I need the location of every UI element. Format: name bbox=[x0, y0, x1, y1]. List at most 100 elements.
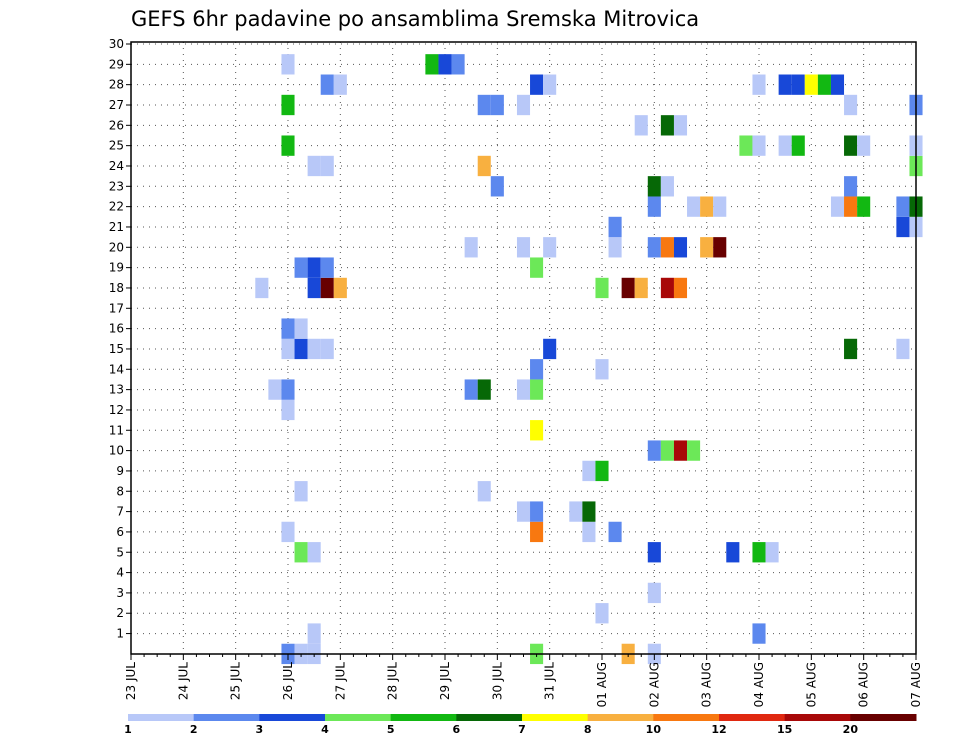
y-tick-label: 29 bbox=[109, 57, 124, 71]
precip-cell bbox=[307, 338, 321, 360]
precip-cell bbox=[673, 440, 688, 461]
precip-cell bbox=[281, 338, 295, 360]
y-tick-label: 10 bbox=[109, 444, 124, 458]
x-tick-label: 05 AUG bbox=[804, 662, 818, 707]
y-tick-label: 15 bbox=[109, 342, 124, 356]
colorbar-tick-label: 10 bbox=[646, 723, 662, 736]
y-tick-label: 13 bbox=[109, 383, 124, 397]
precip-cell bbox=[752, 135, 766, 156]
precip-cell bbox=[673, 115, 688, 136]
y-tick-label: 7 bbox=[116, 505, 124, 519]
precip-cell bbox=[516, 379, 531, 400]
y-tick-label: 5 bbox=[116, 545, 124, 559]
precip-cell bbox=[530, 420, 544, 441]
precip-cell bbox=[307, 542, 321, 563]
precip-cell bbox=[896, 338, 910, 360]
precip-cell bbox=[765, 542, 779, 563]
precip-cell bbox=[530, 379, 544, 400]
precip-cell bbox=[530, 359, 544, 380]
y-tick-label: 28 bbox=[109, 78, 124, 92]
precip-cell bbox=[752, 74, 766, 95]
colorbar-tick-label: 1 bbox=[124, 723, 132, 736]
precip-cell bbox=[543, 338, 557, 360]
precip-cell bbox=[621, 277, 635, 299]
precip-cell bbox=[817, 74, 831, 95]
precip-cell bbox=[281, 399, 295, 421]
precip-cell bbox=[307, 623, 321, 644]
y-tick-label: 11 bbox=[109, 423, 124, 437]
colorbar-swatch bbox=[456, 714, 523, 721]
precip-cell bbox=[660, 440, 674, 461]
x-tick-label: 31 JUL bbox=[543, 662, 557, 700]
precip-cell bbox=[844, 176, 858, 197]
colorbar: 1 2 3 4 5 6 7 8 10 12 15 20 bbox=[124, 714, 917, 736]
precip-cell bbox=[294, 257, 308, 278]
precip-cell bbox=[608, 237, 622, 258]
colorbar-tick-label: 2 bbox=[190, 723, 198, 736]
x-axis-ticks: 23 JUL 24 JUL 25 JUL 26 JUL 27 JUL 28 JUL 29 J… bbox=[124, 654, 923, 707]
precip-cell bbox=[307, 155, 321, 177]
y-tick-label: 23 bbox=[109, 179, 124, 193]
precip-cell bbox=[844, 94, 858, 116]
y-tick-label: 27 bbox=[109, 98, 124, 112]
y-tick-label: 2 bbox=[116, 606, 124, 620]
precip-cell bbox=[595, 460, 609, 482]
plot-frame bbox=[130, 41, 917, 655]
precip-cell bbox=[294, 542, 308, 563]
precip-cell bbox=[464, 379, 478, 400]
colorbar-swatch bbox=[850, 714, 917, 721]
x-tick-label: 30 JUL bbox=[490, 662, 504, 700]
y-tick-label: 3 bbox=[116, 586, 124, 600]
precip-cell bbox=[595, 359, 609, 380]
colorbar-tick-label: 20 bbox=[843, 723, 859, 736]
x-tick-label: 28 JUL bbox=[386, 662, 400, 700]
x-tick-label: 24 JUL bbox=[176, 662, 190, 700]
precip-cell bbox=[255, 277, 269, 299]
precip-cell bbox=[804, 74, 818, 95]
colorbar-tick-label: 3 bbox=[256, 723, 264, 736]
y-tick-label: 9 bbox=[116, 464, 124, 478]
precip-cell bbox=[281, 521, 295, 543]
precip-cell bbox=[268, 379, 282, 400]
precip-cell bbox=[634, 277, 648, 299]
precip-cell bbox=[569, 501, 583, 522]
colorbar-swatch bbox=[522, 714, 589, 721]
precip-cell bbox=[660, 115, 674, 136]
precip-cell bbox=[530, 74, 544, 95]
x-tick-label: 01 AUG bbox=[595, 662, 609, 707]
precip-cell bbox=[844, 135, 858, 156]
y-tick-label: 21 bbox=[109, 220, 124, 234]
precip-cell bbox=[582, 460, 596, 482]
precip-cell bbox=[281, 54, 295, 75]
x-tick-label: 06 AUG bbox=[857, 662, 871, 707]
precip-cell bbox=[490, 176, 504, 197]
precip-cell bbox=[830, 74, 845, 95]
precip-cell bbox=[673, 277, 688, 299]
precip-cell bbox=[687, 440, 701, 461]
y-tick-label: 14 bbox=[109, 362, 124, 376]
colorbar-tick-label: 4 bbox=[321, 723, 329, 736]
colorbar-swatch bbox=[784, 714, 851, 721]
precip-cell bbox=[530, 257, 544, 278]
precip-cell bbox=[582, 501, 596, 522]
precip-cell bbox=[294, 481, 308, 502]
precip-cells bbox=[255, 54, 923, 665]
y-tick-label: 18 bbox=[109, 281, 124, 295]
precip-cell bbox=[307, 257, 321, 278]
precip-cell bbox=[778, 135, 792, 156]
precip-cell bbox=[464, 237, 478, 258]
precip-cell bbox=[634, 115, 648, 136]
precip-cell bbox=[294, 338, 308, 360]
precip-cell bbox=[320, 257, 334, 278]
precip-cell bbox=[281, 94, 295, 116]
precip-cell bbox=[477, 155, 491, 177]
colorbar-tick-label: 8 bbox=[584, 723, 592, 736]
precip-cell bbox=[700, 237, 714, 258]
precip-cell bbox=[595, 603, 609, 624]
x-tick-label: 23 JUL bbox=[124, 662, 138, 700]
precip-cell bbox=[700, 196, 714, 217]
precip-cell bbox=[477, 94, 491, 116]
x-tick-label: 03 AUG bbox=[700, 662, 714, 707]
precip-cell bbox=[333, 74, 347, 95]
colorbar-swatch bbox=[653, 714, 720, 721]
